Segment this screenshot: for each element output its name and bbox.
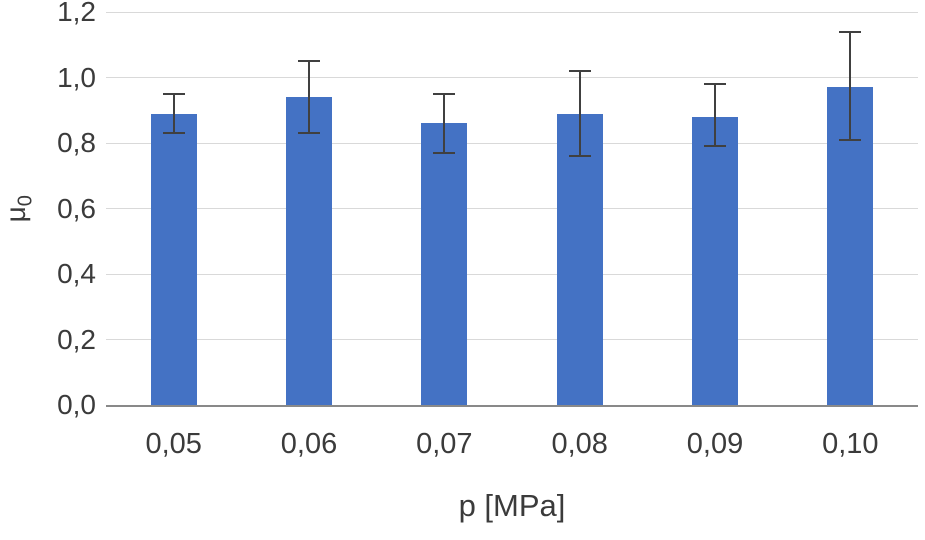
error-bar-cap-bottom <box>162 132 185 135</box>
y-tick-label: 0,4 <box>57 258 96 289</box>
error-bar-line <box>714 84 716 147</box>
gridline <box>106 273 918 275</box>
y-axis-title-text: μ <box>0 205 32 223</box>
y-tick-label: 0,8 <box>57 127 96 158</box>
x-tick-label: 0,10 <box>822 428 879 460</box>
error-bar-cap-top <box>433 92 456 95</box>
error-bar-cap-top <box>298 60 320 63</box>
gridline <box>106 77 918 78</box>
error-bar-cap-top <box>704 83 726 86</box>
y-tick-label: 0,0 <box>57 389 96 420</box>
error-bar-cap-bottom <box>298 132 320 135</box>
y-axis-tick-labels: 0,0 0,2 0,4 0,6 0,8 1,0 1,2 <box>34 0 96 420</box>
error-bar-cap-top <box>839 30 862 33</box>
error-bar-cap-bottom <box>839 138 862 141</box>
error-bar-cap-bottom <box>568 155 591 158</box>
error-bar-line <box>443 93 446 153</box>
x-axis-title: p [MPa] <box>458 488 566 523</box>
error-bar-cap-bottom <box>704 145 726 148</box>
x-tick-label: 0,05 <box>145 428 202 460</box>
error-bar-cap-bottom <box>433 151 456 154</box>
error-bar-line <box>172 93 175 134</box>
gridline <box>106 208 918 209</box>
bar <box>150 113 197 405</box>
error-bar-line <box>308 61 310 134</box>
x-axis-tick-labels: 0,05 0,06 0,07 0,08 0,09 0,10 <box>106 428 918 468</box>
x-tick-label: 0,06 <box>280 428 338 460</box>
bar <box>421 123 468 405</box>
gridline <box>106 11 918 13</box>
x-tick-label: 0,08 <box>551 428 608 460</box>
x-tick-label: 0,09 <box>686 428 744 460</box>
gridline <box>106 339 918 340</box>
bar <box>286 97 332 405</box>
error-bar-cap-top <box>162 92 185 95</box>
bar <box>556 113 603 405</box>
x-tick-label: 0,07 <box>416 428 473 460</box>
bar <box>692 116 738 405</box>
y-axis-title: μ0 <box>0 12 38 405</box>
error-bar-line <box>578 70 581 157</box>
error-bar-cap-top <box>568 69 591 72</box>
y-tick-label: 1,2 <box>57 0 96 27</box>
plot-area <box>106 11 918 407</box>
y-tick-label: 1,0 <box>57 61 96 93</box>
y-tick-label: 0,6 <box>57 192 96 224</box>
error-bar-line <box>849 31 852 140</box>
y-tick-label: 0,2 <box>57 323 96 355</box>
gridline <box>106 142 918 144</box>
